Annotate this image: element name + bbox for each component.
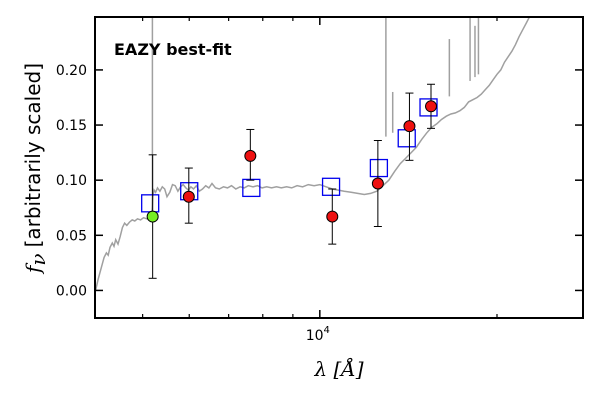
y-tick-label-0: 0.00	[56, 283, 87, 299]
template-line	[95, 17, 531, 291]
y-tick-label-4: 0.20	[56, 63, 87, 79]
data-point-5	[403, 120, 416, 133]
model-box-0	[141, 194, 160, 213]
chart-annotation: EAZY best-fit	[114, 40, 232, 59]
model-box-6	[419, 98, 438, 117]
data-point-3	[326, 210, 339, 223]
y-tick-label-2: 0.10	[56, 173, 87, 189]
plot-frame	[94, 16, 584, 319]
marker-layer	[141, 83, 438, 279]
data-point-6	[425, 100, 438, 113]
y-tick-label-1: 0.05	[56, 228, 87, 244]
data-point-0	[146, 210, 159, 223]
y-axis-subscript: ν	[26, 253, 50, 265]
x-tick-label-0: 104	[306, 325, 330, 344]
y-axis-title: fν[arbitrarily scaled]	[21, 63, 50, 275]
model-box-5	[397, 129, 416, 148]
model-box-2	[242, 178, 261, 198]
data-point-4	[371, 177, 384, 190]
data-point-1	[182, 190, 195, 203]
y-tick-label-3: 0.15	[56, 118, 87, 134]
model-box-3	[321, 177, 341, 196]
data-point-2	[244, 149, 257, 162]
tick-layer: 0.00 0.05 0.10 0.15 0.20 104	[56, 17, 583, 344]
model-box-4	[369, 158, 389, 178]
y-axis-text: [arbitrarily scaled]	[21, 63, 45, 247]
x-axis-title: λ [Å]	[313, 356, 363, 381]
